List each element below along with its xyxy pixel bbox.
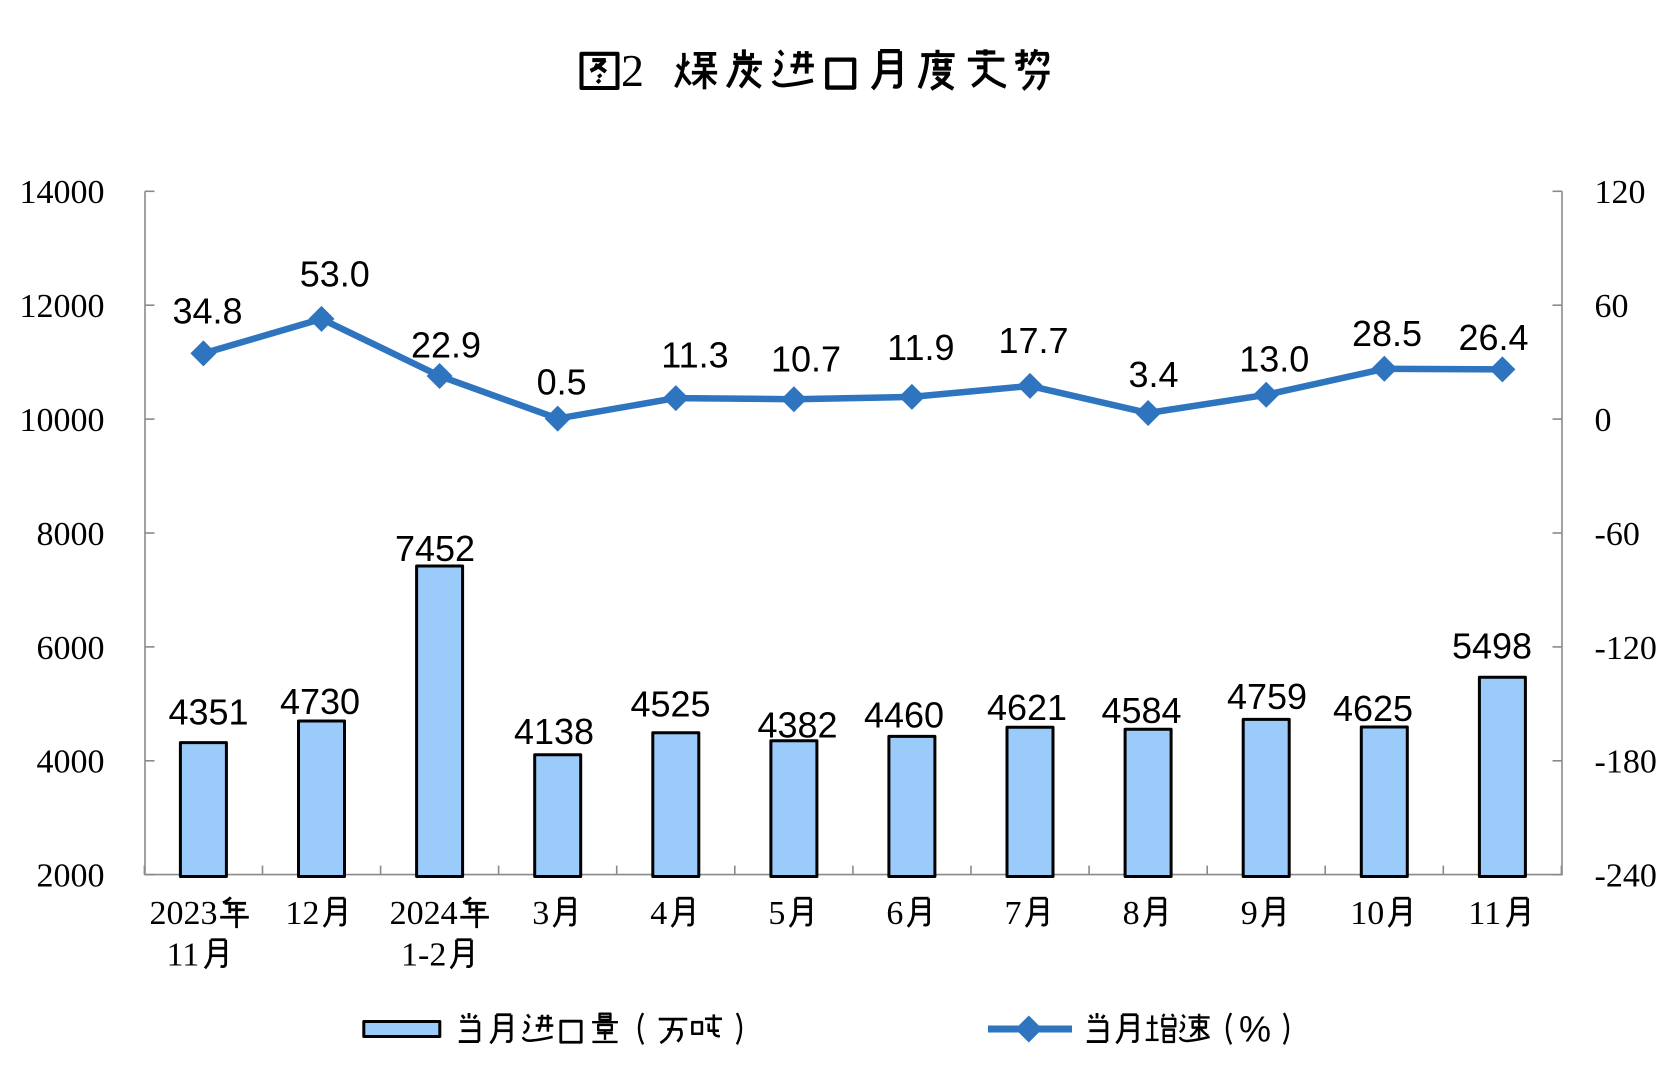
svg-text:4460: 4460	[864, 695, 944, 736]
svg-text:11.3: 11.3	[661, 334, 728, 375]
svg-text:26.4: 26.4	[1458, 317, 1528, 358]
svg-text:120: 120	[1595, 174, 1646, 211]
svg-text:10.7: 10.7	[771, 339, 841, 380]
svg-text:-180: -180	[1595, 744, 1657, 781]
svg-text:60: 60	[1595, 288, 1629, 325]
svg-text:10: 10	[1350, 895, 1384, 932]
svg-text:-240: -240	[1595, 858, 1657, 895]
svg-text:4138: 4138	[514, 711, 594, 752]
svg-text:9: 9	[1241, 895, 1258, 932]
svg-text:4: 4	[650, 895, 667, 932]
svg-text:4730: 4730	[280, 681, 360, 722]
svg-text:7452: 7452	[395, 528, 475, 569]
svg-text:2000: 2000	[37, 858, 105, 895]
svg-text:4525: 4525	[630, 684, 710, 725]
svg-text:14000: 14000	[20, 174, 105, 211]
svg-text:3.4: 3.4	[1128, 354, 1178, 395]
svg-text:10000: 10000	[20, 402, 105, 439]
svg-text:4584: 4584	[1101, 690, 1181, 731]
svg-text:11: 11	[167, 937, 200, 974]
svg-text:-60: -60	[1595, 516, 1640, 553]
svg-text:4382: 4382	[757, 705, 837, 746]
svg-text:34.8: 34.8	[172, 290, 242, 331]
svg-text:0.5: 0.5	[537, 362, 587, 403]
svg-text:22.9: 22.9	[411, 325, 481, 366]
svg-text:11: 11	[1468, 895, 1501, 932]
svg-text:%: %	[1239, 1009, 1271, 1050]
svg-text:11.9: 11.9	[887, 327, 954, 368]
svg-text:53.0: 53.0	[300, 254, 370, 295]
svg-text:13.0: 13.0	[1239, 338, 1309, 379]
svg-text:4621: 4621	[987, 687, 1067, 728]
svg-text:4000: 4000	[37, 744, 105, 781]
svg-text:17.7: 17.7	[998, 320, 1068, 361]
svg-text:4351: 4351	[168, 692, 248, 733]
svg-text:12000: 12000	[20, 288, 105, 325]
svg-text:6000: 6000	[37, 630, 105, 667]
svg-text:12: 12	[285, 895, 319, 932]
svg-text:5498: 5498	[1452, 626, 1532, 667]
svg-text:8: 8	[1123, 895, 1140, 932]
svg-text:0: 0	[1595, 402, 1612, 439]
svg-text:28.5: 28.5	[1352, 313, 1422, 354]
svg-text:-120: -120	[1595, 630, 1657, 667]
svg-text:2023: 2023	[150, 895, 218, 932]
svg-text:1-2: 1-2	[401, 937, 446, 974]
svg-text:2024: 2024	[390, 895, 458, 932]
svg-text:3: 3	[532, 895, 549, 932]
svg-text:2: 2	[621, 45, 644, 96]
svg-text:8000: 8000	[37, 516, 105, 553]
svg-text:4759: 4759	[1227, 676, 1307, 717]
svg-text:4625: 4625	[1333, 688, 1413, 729]
svg-text:7: 7	[1005, 895, 1022, 932]
svg-text:5: 5	[768, 895, 785, 932]
svg-text:6: 6	[886, 895, 903, 932]
